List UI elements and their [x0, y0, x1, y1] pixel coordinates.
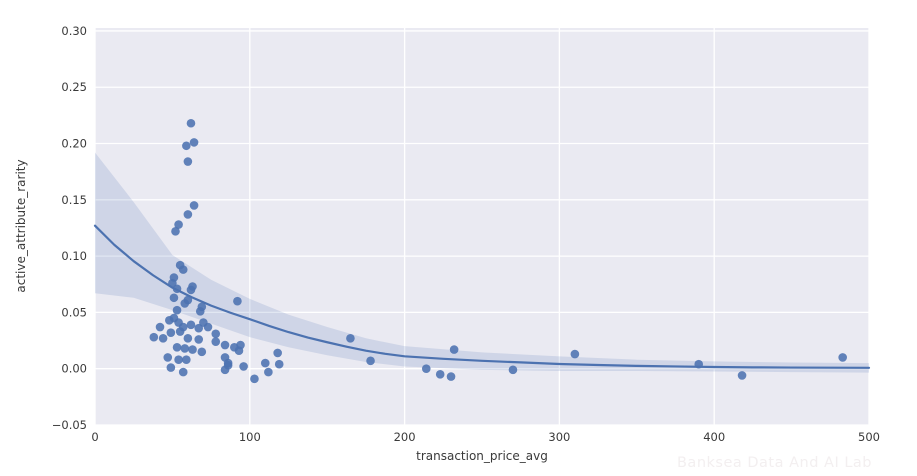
- scatter-point: [169, 293, 179, 303]
- scatter-point: [178, 265, 188, 274]
- scatter-point: [166, 328, 176, 337]
- y-tick-label: 0.10: [61, 249, 87, 263]
- scatter-point: [183, 210, 193, 219]
- scatter-point: [182, 141, 191, 151]
- scatter-point: [233, 296, 242, 306]
- scatter-point: [172, 284, 182, 294]
- scatter-point: [220, 340, 230, 350]
- scatter-point: [165, 315, 174, 325]
- scatter-point: [274, 359, 284, 369]
- scatter-point: [421, 364, 431, 374]
- scatter-point: [737, 371, 747, 380]
- x-tick-label: 100: [239, 430, 261, 444]
- scatter-point: [220, 365, 230, 375]
- scatter-point: [186, 285, 196, 295]
- scatter-point: [182, 355, 191, 364]
- plot-layers: [93, 28, 871, 426]
- scatter-point: [694, 359, 704, 369]
- scatter-point: [194, 335, 204, 344]
- scatter-point: [570, 349, 580, 359]
- scatter-point: [346, 334, 355, 343]
- scatter-point: [180, 299, 190, 308]
- scatter-point: [197, 347, 207, 357]
- y-tick-label: 0.15: [61, 193, 87, 207]
- scatter-point: [163, 353, 173, 362]
- scatter-point: [180, 344, 190, 353]
- y-tick-label: 0.30: [61, 24, 87, 38]
- tick-labels: 0 100 200 300 400 500 −0.05 0.00 0.05 0.10 0.15 0.2…: [52, 24, 880, 444]
- scatter-point: [260, 358, 270, 368]
- scatter-point: [171, 227, 180, 236]
- scatter-point: [178, 367, 188, 377]
- scatter-point: [211, 329, 221, 339]
- scatter-point: [449, 345, 459, 354]
- regression-line: [93, 224, 871, 369]
- scatter-point: [189, 138, 199, 147]
- scatter-point: [234, 346, 244, 355]
- scatter-point: [250, 374, 259, 384]
- watermark: Banksea Data And AI Lab: [677, 455, 872, 471]
- y-tick-label: 0.05: [61, 305, 87, 319]
- scatter-point: [435, 370, 445, 379]
- scatter-point: [838, 353, 847, 362]
- scatter-point: [446, 372, 456, 381]
- scatter-point: [175, 327, 185, 336]
- scatter-point: [211, 337, 221, 346]
- x-tick-label: 500: [858, 430, 880, 444]
- scatter-point: [158, 334, 168, 343]
- scatter-point: [186, 320, 196, 330]
- scatter-point: [264, 367, 273, 377]
- scatter-point: [155, 322, 165, 332]
- y-tick-label: −0.05: [52, 418, 87, 432]
- x-axis-label: transaction_price_avg: [416, 449, 548, 463]
- y-tick-label: 0.25: [61, 80, 87, 94]
- y-tick-label: 0.00: [61, 362, 87, 376]
- scatter-point: [203, 322, 213, 332]
- scatter-point: [186, 118, 196, 128]
- scatter-point: [149, 332, 159, 342]
- x-tick-label: 400: [703, 430, 725, 444]
- scatter-point: [366, 356, 375, 366]
- scatter-point: [188, 345, 197, 354]
- scatter-point: [172, 305, 182, 315]
- scatter-point: [183, 334, 193, 343]
- y-tick-label: 0.20: [61, 137, 87, 151]
- confidence-band: [95, 152, 869, 373]
- x-tick-label: 300: [548, 430, 570, 444]
- x-tick-label: 0: [91, 430, 98, 444]
- y-axis-label: active_attribute_rarity: [14, 159, 28, 292]
- scatter-point: [166, 363, 176, 372]
- scatter-point: [508, 365, 518, 375]
- scatter-point: [189, 201, 199, 210]
- scatter-point: [239, 362, 248, 371]
- scatter-point: [273, 348, 282, 358]
- scatter-point: [174, 220, 183, 229]
- x-tick-label: 200: [394, 430, 416, 444]
- scatter-point: [195, 306, 205, 316]
- scatter-point: [194, 323, 204, 333]
- scatter-point: [174, 355, 183, 364]
- scatter-point: [172, 343, 182, 352]
- scatter-point: [183, 157, 193, 166]
